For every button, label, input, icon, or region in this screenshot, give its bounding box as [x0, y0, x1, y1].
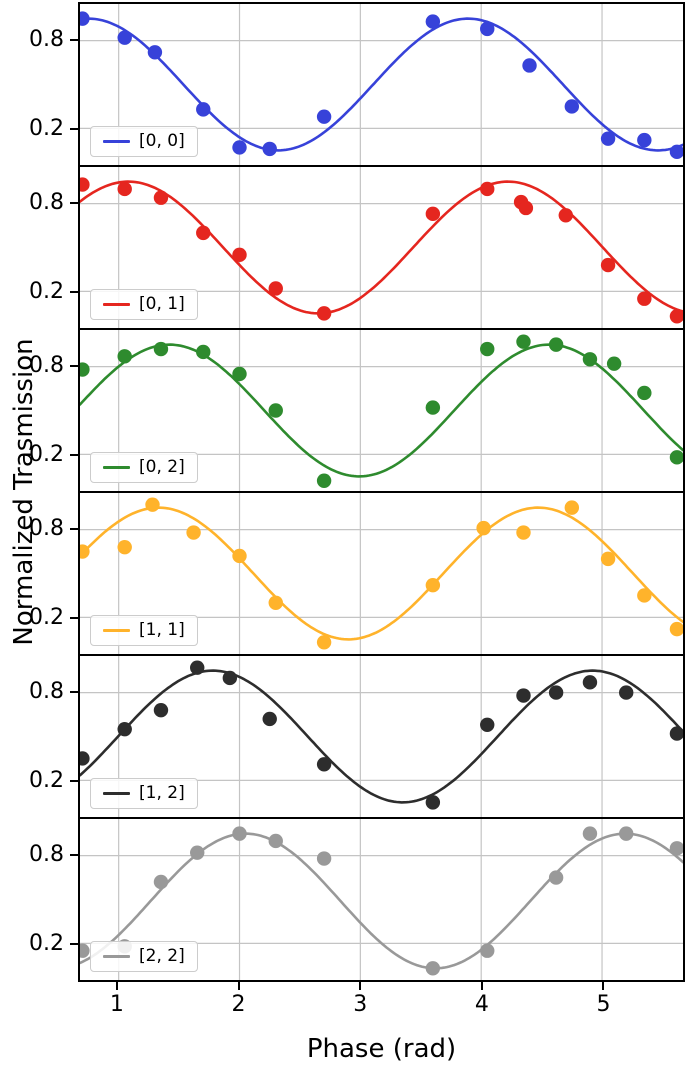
- y-axis-gutter: 0.8 0.2: [0, 165, 78, 330]
- y-axis-gutter: 0.8 0.2: [0, 654, 78, 819]
- legend-line-sample: [103, 466, 130, 469]
- y-tick-label: 0.2: [29, 768, 64, 794]
- y-tick-label: 0.8: [29, 841, 64, 867]
- plot-area-2: [0, 2]: [78, 328, 685, 493]
- subplot-0-canvas: [80, 4, 683, 165]
- plot-area-5: [2, 2]: [78, 817, 685, 982]
- legend-label: [0, 2]: [139, 457, 185, 477]
- legend-label: [1, 2]: [139, 783, 185, 803]
- y-tick-label: 0.2: [29, 116, 64, 142]
- legend-line-sample: [103, 792, 130, 795]
- legend-label: [2, 2]: [139, 946, 185, 966]
- y-tick-mark: [70, 364, 78, 367]
- legend-line-sample: [103, 629, 130, 632]
- x-tick-label: 3: [353, 992, 368, 1017]
- subplot-2-canvas: [80, 330, 683, 491]
- plot-area-0: [0, 0]: [78, 2, 685, 167]
- legend-line-sample: [103, 303, 130, 306]
- x-axis: 1 2 3 4 5: [78, 982, 685, 1022]
- y-tick-mark: [70, 780, 78, 783]
- y-axis-gutter: 0.8 0.2: [0, 2, 78, 167]
- y-tick-mark: [70, 943, 78, 946]
- y-tick-label: 0.8: [29, 26, 64, 52]
- plot-area-3: [1, 1]: [78, 491, 685, 656]
- x-tick-mark: [237, 982, 240, 990]
- y-tick-label: 0.2: [29, 931, 64, 957]
- legend-2: [0, 2]: [90, 452, 198, 483]
- subplot-1-canvas: [80, 167, 683, 328]
- subplot-4-canvas: [80, 656, 683, 817]
- x-tick-label: 1: [109, 992, 124, 1017]
- y-tick-mark: [70, 454, 78, 457]
- y-tick-mark: [70, 853, 78, 856]
- plot-area-1: [0, 1]: [78, 165, 685, 330]
- legend-1: [0, 1]: [90, 289, 198, 320]
- y-tick-mark: [70, 38, 78, 41]
- y-tick-label: 0.8: [29, 678, 64, 704]
- subplot-row-2: 0.8 0.2 [0, 2]: [0, 328, 685, 493]
- legend-line-sample: [103, 140, 130, 143]
- x-tick-mark: [115, 982, 118, 990]
- y-tick-label: 0.2: [29, 605, 64, 631]
- y-axis-gutter: 0.8 0.2: [0, 491, 78, 656]
- y-tick-mark: [70, 291, 78, 294]
- y-tick-mark: [70, 690, 78, 693]
- subplot-row-3: 0.8 0.2 [1, 1]: [0, 491, 685, 656]
- subplot-stack: 0.8 0.2 [0, 0] 0.8 0.2: [0, 2, 685, 982]
- subplot-row-1: 0.8 0.2 [0, 1]: [0, 165, 685, 330]
- y-tick-mark: [70, 617, 78, 620]
- legend-line-sample: [103, 955, 130, 958]
- x-tick-label: 2: [231, 992, 246, 1017]
- legend-label: [0, 1]: [139, 294, 185, 314]
- y-tick-label: 0.8: [29, 189, 64, 215]
- y-tick-mark: [70, 527, 78, 530]
- legend-label: [1, 1]: [139, 620, 185, 640]
- subplot-row-4: 0.8 0.2 [1, 2]: [0, 654, 685, 819]
- legend-label: [0, 0]: [139, 131, 185, 151]
- y-tick-label: 0.8: [29, 515, 64, 541]
- y-tick-label: 0.8: [29, 352, 64, 378]
- x-tick-mark: [602, 982, 605, 990]
- subplot-row-5: 0.8 0.2 [2, 2]: [0, 817, 685, 982]
- y-tick-label: 0.2: [29, 442, 64, 468]
- x-tick-label: 4: [474, 992, 489, 1017]
- x-axis-label: Phase (rad): [306, 1034, 457, 1064]
- y-axis-gutter: 0.8 0.2: [0, 817, 78, 982]
- y-axis-gutter: 0.8 0.2: [0, 328, 78, 493]
- plot-area-4: [1, 2]: [78, 654, 685, 819]
- subplot-row-0: 0.8 0.2 [0, 0]: [0, 2, 685, 167]
- legend-4: [1, 2]: [90, 778, 198, 809]
- y-tick-mark: [70, 201, 78, 204]
- x-tick-label: 5: [596, 992, 611, 1017]
- legend-3: [1, 1]: [90, 615, 198, 646]
- x-tick-mark: [359, 982, 362, 990]
- y-tick-label: 0.2: [29, 279, 64, 305]
- legend-5: [2, 2]: [90, 941, 198, 972]
- y-tick-mark: [70, 128, 78, 131]
- x-tick-mark: [480, 982, 483, 990]
- subplot-3-canvas: [80, 493, 683, 654]
- legend-0: [0, 0]: [90, 126, 198, 157]
